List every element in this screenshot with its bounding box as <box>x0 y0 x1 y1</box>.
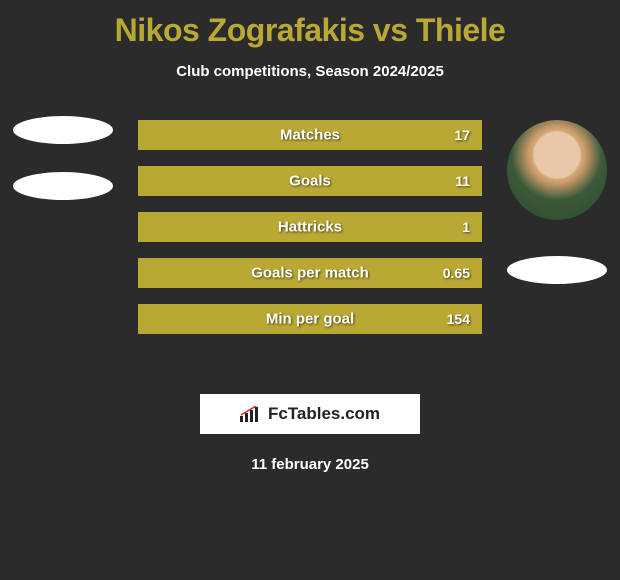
stat-label: Goals <box>140 173 480 190</box>
stat-bar: Goals11 <box>138 166 482 196</box>
logo-chart-icon <box>240 406 262 422</box>
player-right-club-badge <box>507 256 607 284</box>
stat-value-right: 1 <box>462 219 470 235</box>
avatar-image <box>507 120 607 220</box>
stat-bar: Goals per match0.65 <box>138 258 482 288</box>
stat-bars: Matches17 Goals11 Hattricks1 Goals per matc… <box>138 120 482 350</box>
logo-text: FcTables.com <box>268 404 380 424</box>
player-left-club-badge <box>13 172 113 200</box>
stat-value-right: 17 <box>454 127 470 143</box>
stat-bar: Matches17 <box>138 120 482 150</box>
page-title: Nikos Zografakis vs Thiele <box>0 0 620 49</box>
player-right-avatar <box>507 120 607 220</box>
page-subtitle: Club competitions, Season 2024/2025 <box>0 63 620 80</box>
stat-value-right: 11 <box>455 173 470 189</box>
player-left-avatar-placeholder <box>13 116 113 144</box>
player-left <box>8 120 118 200</box>
comparison-area: Matches17 Goals11 Hattricks1 Goals per matc… <box>0 120 620 400</box>
stat-label: Goals per match <box>140 265 480 282</box>
stat-bar: Min per goal154 <box>138 304 482 334</box>
stat-bar: Hattricks1 <box>138 212 482 242</box>
stat-label: Matches <box>140 127 480 144</box>
stat-value-right: 0.65 <box>443 265 470 281</box>
site-logo[interactable]: FcTables.com <box>200 394 420 434</box>
stat-value-right: 154 <box>447 311 470 327</box>
stat-label: Hattricks <box>140 219 480 236</box>
player-right <box>502 120 612 284</box>
stat-label: Min per goal <box>140 311 480 328</box>
footer-date: 11 february 2025 <box>0 456 620 473</box>
